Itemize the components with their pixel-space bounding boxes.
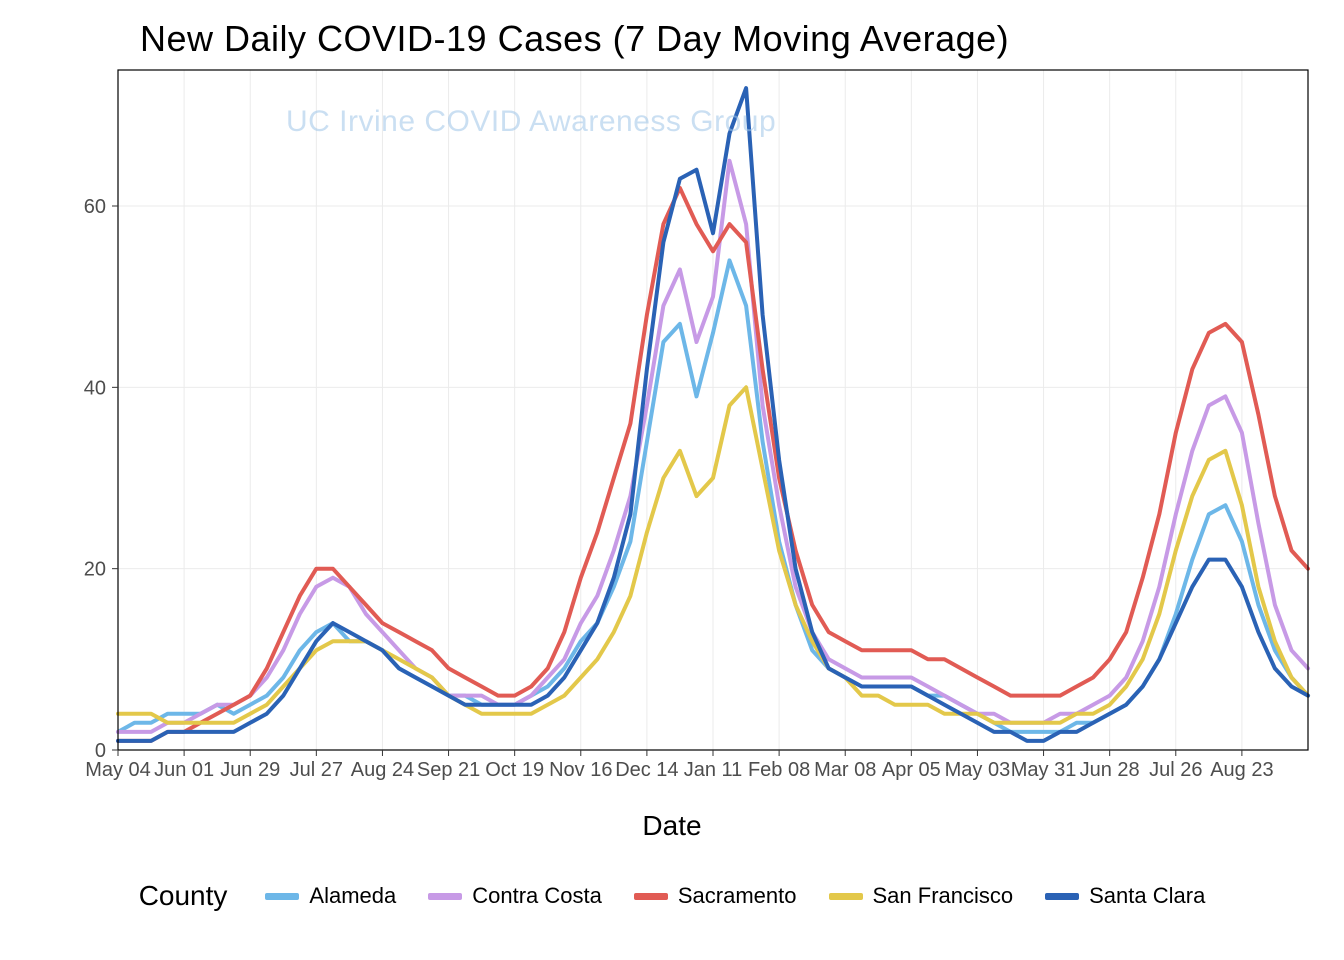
x-tick-label: Jan 11 [684,759,743,781]
x-tick-label: May 31 [1011,759,1077,781]
legend-swatch-icon [1045,893,1079,900]
legend-swatch-icon [428,893,462,900]
x-tick-label: Oct 19 [485,759,544,781]
x-axis-label: Date [0,810,1344,842]
legend-item-contra-costa: Contra Costa [428,883,602,909]
x-tick-label: Dec 14 [615,759,678,781]
legend-label: Sacramento [678,883,797,909]
x-tick-label: Jun 01 [154,759,214,781]
x-tick-label: Nov 16 [549,759,612,781]
x-tick-label: Feb 08 [748,759,810,781]
x-tick-label: Aug 24 [351,759,414,781]
x-tick-label: May 03 [945,759,1011,781]
legend-swatch-icon [265,893,299,900]
x-tick-label: Jun 28 [1080,759,1140,781]
legend-label: Santa Clara [1089,883,1205,909]
x-tick-label: Mar 08 [814,759,876,781]
y-tick-label: 20 [84,559,106,581]
y-tick-label: 40 [84,377,106,399]
legend-swatch-icon [634,893,668,900]
x-tick-label: May 04 [85,759,151,781]
legend-swatch-icon [829,893,863,900]
legend-title: County [139,880,228,912]
x-tick-label: Jul 27 [290,759,343,781]
x-tick-label: Apr 05 [882,759,941,781]
x-tick-label: Jul 26 [1149,759,1202,781]
legend-label: Alameda [309,883,396,909]
x-tick-label: Sep 21 [417,759,480,781]
chart-container: New Daily COVID-19 Cases (7 Day Moving A… [0,0,1344,960]
x-tick-label: Jun 29 [220,759,280,781]
legend-item-san-francisco: San Francisco [829,883,1014,909]
legend-item-alameda: Alameda [265,883,396,909]
x-tick-label: Aug 23 [1210,759,1273,781]
legend-label: Contra Costa [472,883,602,909]
legend-label: San Francisco [873,883,1014,909]
legend: County Alameda Contra Costa Sacramento San … [0,880,1344,912]
y-tick-label: 60 [84,196,106,218]
legend-item-santa-clara: Santa Clara [1045,883,1205,909]
legend-item-sacramento: Sacramento [634,883,797,909]
